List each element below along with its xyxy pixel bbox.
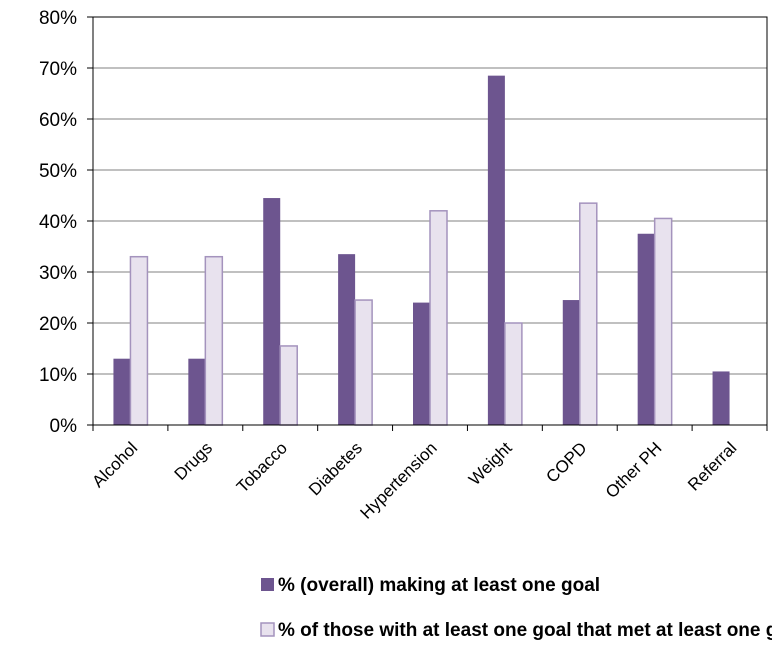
x-tick-label: Hypertension (357, 438, 441, 522)
legend-label-series-1: % (overall) making at least one goal (278, 575, 600, 596)
bars (113, 75, 730, 426)
y-tick-label: 70% (39, 59, 77, 80)
x-tick-label: Other PH (602, 438, 666, 502)
x-tick-label: Weight (465, 438, 516, 489)
y-tick-label: 60% (39, 110, 77, 131)
x-tick-label: Diabetes (305, 438, 366, 499)
bar-series-1-other-ph (637, 233, 655, 425)
x-tick-label: COPD (542, 438, 590, 486)
bar-series-2-other-ph (653, 217, 673, 426)
bar-series-2-tobacco (279, 345, 298, 426)
bar-series-1-hypertension (413, 302, 430, 425)
bar-series-1-tobacco (263, 198, 281, 425)
bar-series-1-alcohol (113, 358, 131, 425)
bar-series-1-referral (712, 371, 730, 425)
x-tick-label: Referral (684, 438, 740, 494)
bar-series-2-hypertension (429, 210, 448, 426)
bar-series-1-diabetes (338, 254, 356, 425)
bar-series-1-weight (487, 75, 505, 426)
bar-series-2-alcohol (129, 255, 149, 426)
bar-series-1-drugs (188, 358, 206, 425)
bar-series-2-diabetes (354, 299, 373, 426)
x-tick-label: Alcohol (88, 438, 141, 491)
y-tick-label: 20% (39, 314, 77, 335)
y-tick-label: 30% (39, 263, 77, 284)
y-axis-ticks: 0% 10% 20% 30% 40% 50% 60% 70% 80% (39, 8, 93, 437)
legend-swatch-series-2 (260, 622, 275, 637)
legend-swatch-series-1 (261, 578, 274, 591)
x-tick-label: Drugs (171, 438, 217, 484)
bar-series-2-weight (504, 322, 523, 426)
y-tick-label: 0% (50, 416, 78, 437)
y-tick-label: 80% (39, 8, 77, 29)
legend: % (overall) making at least one goal % o… (260, 575, 772, 641)
legend-label-series-2: % of those with at least one goal that m… (278, 620, 772, 641)
bar-series-2-copd (579, 202, 598, 426)
bar-series-1-copd (562, 300, 580, 425)
bar-series-2-drugs (204, 255, 224, 426)
y-tick-label: 40% (39, 212, 77, 233)
x-tick-label: Tobacco (233, 438, 291, 496)
y-tick-label: 10% (39, 365, 77, 386)
y-tick-label: 50% (39, 161, 77, 182)
